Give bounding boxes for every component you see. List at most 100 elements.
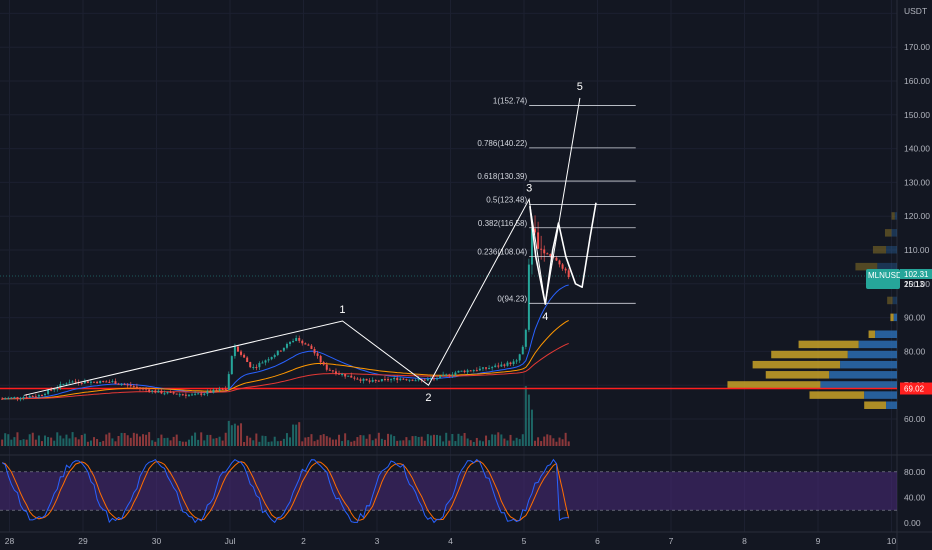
volume-bar	[148, 432, 151, 446]
candle-body	[19, 398, 22, 400]
candle-body	[341, 373, 344, 375]
volume-bar	[387, 433, 390, 446]
volume-bar	[540, 441, 543, 446]
fibonacci-levels: 1(152.74) 0.786(140.22) 0.618(130.39) 0.5(1…	[477, 97, 636, 304]
candle-body	[310, 345, 313, 350]
volume-bar	[341, 441, 344, 446]
last-price-symbol: MLNUSDT	[868, 271, 907, 280]
candle-body	[423, 379, 426, 381]
candle-body	[83, 381, 86, 384]
candle-body	[328, 369, 331, 371]
volume-bar	[552, 438, 555, 446]
volume-bar	[478, 440, 481, 446]
volume-bar	[319, 435, 322, 446]
candle-body	[368, 380, 371, 382]
volume-bar	[515, 437, 518, 446]
volume-profile-up	[847, 350, 897, 359]
fib-level-label: 0.382(116.58)	[478, 219, 528, 228]
osc-tick-label: 40.00	[904, 492, 926, 502]
candle-body	[380, 379, 383, 382]
candle-body	[261, 362, 264, 364]
volume-bar	[19, 440, 22, 446]
candle-body	[169, 391, 172, 393]
volume-bar	[129, 437, 132, 446]
candle-body	[439, 375, 442, 379]
candle-body	[59, 384, 62, 388]
time-tick-label: 29	[78, 536, 88, 546]
candle-body	[181, 394, 184, 396]
volume-bar	[426, 434, 429, 446]
candle-body	[187, 394, 190, 396]
volume-bar	[111, 438, 114, 446]
candle-body	[325, 364, 328, 370]
volume-bar	[163, 438, 166, 446]
time-axis[interactable]: 28 29 30 Jul 2 3 4 5 6 7 8 9 10	[5, 536, 897, 546]
volume-bar	[328, 437, 331, 446]
candle-body	[420, 378, 423, 380]
price-tick-label: 160.00	[904, 76, 930, 86]
candle-body	[540, 248, 543, 250]
candle-body	[454, 372, 457, 375]
fib-level-label: 0.236(108.04)	[477, 248, 527, 257]
ema-line-100	[2, 342, 569, 400]
volume-bar	[218, 436, 221, 446]
volume-profile-up	[886, 246, 897, 254]
candle-body	[200, 393, 203, 395]
candle-body	[80, 382, 83, 384]
volume-bar	[282, 438, 285, 446]
volume-bar	[436, 434, 439, 446]
volume-bar	[285, 433, 288, 446]
candle-body	[432, 378, 435, 380]
candle-body	[564, 268, 567, 271]
volume-bar	[442, 441, 445, 446]
volume-bar	[322, 434, 325, 446]
candle-body	[93, 381, 96, 383]
candle-body	[374, 380, 377, 382]
volume-bar	[414, 435, 417, 446]
volume-bar	[25, 439, 28, 446]
volume-bar	[408, 440, 411, 446]
volume-bar	[4, 433, 7, 446]
candle-body	[255, 367, 258, 369]
volume-bar	[114, 441, 117, 446]
wave-label-2: 2	[425, 392, 431, 404]
volume-bar	[93, 437, 96, 446]
price-axis[interactable]: USDT 170.00 160.00 150.00 140.00 130.00 120.00…	[904, 6, 930, 528]
candle-body	[142, 388, 145, 390]
volume-bar	[138, 436, 141, 446]
wave-path	[24, 97, 581, 396]
candle-body	[230, 356, 233, 375]
volume-bar	[371, 440, 374, 446]
volume-bar	[368, 434, 371, 446]
volume-bar	[301, 441, 304, 446]
volume-bar	[221, 440, 224, 446]
candle-body	[166, 391, 169, 394]
price-tick-label: 170.00	[904, 42, 930, 52]
volume-bar	[362, 435, 365, 446]
candle-body	[68, 382, 71, 384]
candle-body	[460, 370, 463, 372]
volume-bar	[224, 432, 227, 446]
volume-profile-up	[893, 313, 897, 322]
volume-bar	[555, 441, 558, 446]
candle-body	[344, 373, 347, 377]
volume-profile-down	[884, 229, 892, 237]
volume-profile-down	[890, 313, 894, 322]
candle-body	[105, 381, 108, 383]
volume-bar	[206, 434, 209, 446]
candle-body	[387, 379, 390, 381]
candle-body	[429, 378, 432, 380]
volume-bar	[347, 440, 350, 446]
volume-bar	[53, 440, 56, 446]
volume-bar	[243, 441, 246, 446]
volume-bar	[537, 437, 540, 446]
candle-body	[31, 396, 34, 398]
candle-body	[111, 381, 114, 383]
volume-bar	[469, 440, 472, 446]
volume-bar	[135, 433, 138, 446]
volume-bar	[264, 436, 267, 446]
candle-body	[132, 386, 135, 388]
